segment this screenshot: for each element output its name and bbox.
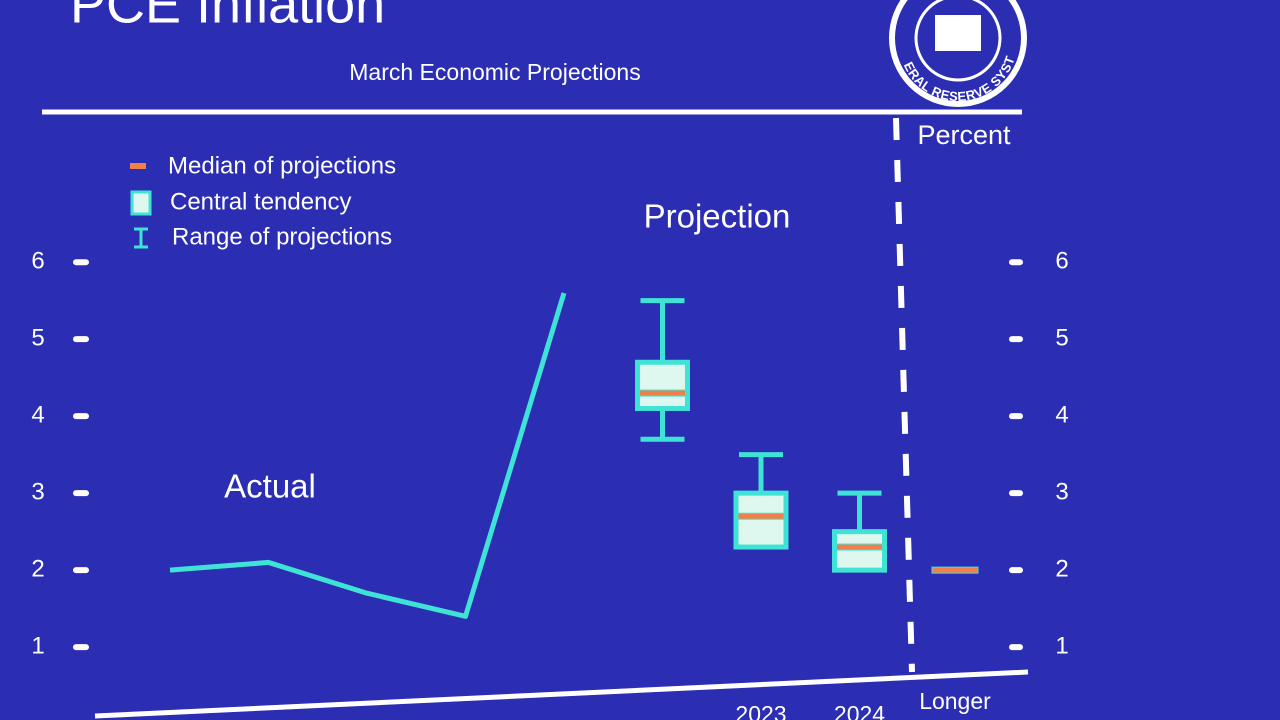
chart-title: PCE Inflation [70, 0, 385, 34]
y-tick-label: 6 [31, 248, 44, 275]
legend-median-swatch [130, 163, 146, 169]
actual-line [169, 292, 567, 619]
legend: Median of projections Central tendency R… [130, 152, 396, 250]
y2-tick-label: 3 [1055, 478, 1068, 505]
y-label: Percent [917, 120, 1011, 150]
annotation: Actual [224, 468, 316, 505]
y-tick-label: 3 [31, 478, 44, 505]
y-tick-label: 5 [31, 325, 44, 352]
median-bar [639, 389, 686, 397]
seal-emblem [935, 15, 981, 51]
legend-label: Range of projections [172, 223, 392, 250]
y2-tick-label: 6 [1055, 248, 1068, 275]
y-tick-label: 2 [31, 555, 44, 582]
legend-label: Median of projections [168, 152, 396, 179]
seal-ring [889, 0, 1027, 107]
y2-tick-label: 4 [1055, 402, 1068, 429]
annotation: Projection [644, 198, 791, 235]
median-bar [836, 543, 883, 551]
legend-central-swatch [130, 190, 152, 216]
median-bar [737, 512, 785, 520]
central-box [635, 359, 690, 411]
legend-range-swatch [134, 227, 148, 249]
x-tick-label: Longer [919, 688, 991, 714]
seal-inner [914, 0, 1002, 82]
divider [893, 117, 915, 673]
central-box [733, 490, 789, 550]
y-tick-label: 4 [31, 402, 44, 429]
y2-tick-label: 5 [1055, 325, 1068, 352]
chart-subtitle: March Economic Projections [349, 59, 640, 85]
median-bar [931, 566, 979, 574]
x-axis [94, 669, 1029, 719]
x-tick-label: 2024 [834, 701, 885, 720]
legend-label: Central tendency [170, 188, 351, 215]
y2-tick-label: 2 [1055, 555, 1068, 582]
x-tick-label: 2023 [735, 701, 786, 720]
y2-tick-label: 1 [1055, 632, 1068, 659]
y-tick-label: 1 [31, 632, 44, 659]
central-box [832, 529, 887, 573]
